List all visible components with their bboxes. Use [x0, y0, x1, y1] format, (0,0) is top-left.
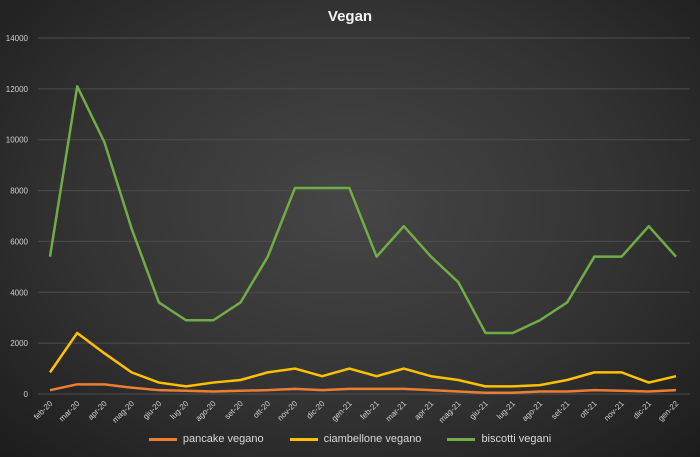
- x-tick-label: ott-20: [251, 399, 272, 420]
- x-tick-label: giu-20: [141, 399, 163, 421]
- chart-title: Vegan: [327, 8, 373, 25]
- x-tick-label: mar-20: [57, 399, 82, 424]
- x-tick-label: gen-21: [330, 399, 354, 423]
- legend-label: pancake vegano: [182, 433, 264, 445]
- x-tick-label: set-21: [549, 399, 571, 421]
- x-tick-label: lug-21: [495, 399, 517, 421]
- y-tick-label: 12000: [6, 85, 29, 94]
- legend-item: biscotti vegani: [447, 433, 551, 445]
- x-tick-label: nov-21: [602, 399, 626, 423]
- legend-swatch: [289, 437, 318, 441]
- x-tick-label: mag-20: [111, 399, 137, 425]
- y-tick-label: 6000: [10, 237, 28, 246]
- x-tick-label: nov-20: [276, 399, 300, 423]
- x-tick-label: gen-22: [656, 399, 680, 423]
- legend-swatch: [148, 437, 177, 441]
- x-tick-label: giu-21: [468, 399, 490, 421]
- chart-legend: pancake vegano ciambellone vegano biscotti…: [0, 433, 700, 445]
- x-tick-label: lug-20: [168, 399, 190, 421]
- y-tick-label: 10000: [6, 136, 29, 145]
- series-line-pancake-vegano: [49, 383, 677, 394]
- y-tick-label: 14000: [6, 34, 29, 43]
- legend-label: ciambellone vegano: [323, 433, 422, 445]
- x-tick-label: apr-21: [413, 399, 436, 422]
- series-line-biscotti-vegani: [48, 85, 677, 335]
- x-tick-label: feb-21: [359, 399, 382, 422]
- legend-item: ciambellone vegano: [289, 433, 422, 445]
- x-tick-label: mag-21: [437, 399, 463, 425]
- x-tick-label: dic-20: [305, 399, 327, 421]
- y-tick-label: 0: [24, 390, 29, 399]
- y-tick-label: 4000: [10, 288, 28, 297]
- legend-swatch: [447, 437, 476, 441]
- x-tick-label: apr-20: [86, 399, 109, 422]
- x-tick-label: ago-20: [194, 399, 218, 423]
- y-tick-label: 2000: [10, 339, 28, 348]
- series-line-ciambellone-vegano: [48, 331, 677, 388]
- legend-item: pancake vegano: [148, 433, 264, 445]
- legend-label: biscotti vegani: [481, 433, 552, 445]
- x-tick-label: mar-21: [384, 399, 409, 424]
- x-tick-label: set-20: [223, 399, 245, 421]
- x-tick-label: dic-21: [631, 399, 653, 421]
- x-tick-label: feb-20: [32, 399, 55, 422]
- x-tick-label: ott-21: [578, 399, 599, 420]
- y-tick-label: 8000: [10, 187, 28, 196]
- x-tick-label: ago-21: [520, 399, 544, 423]
